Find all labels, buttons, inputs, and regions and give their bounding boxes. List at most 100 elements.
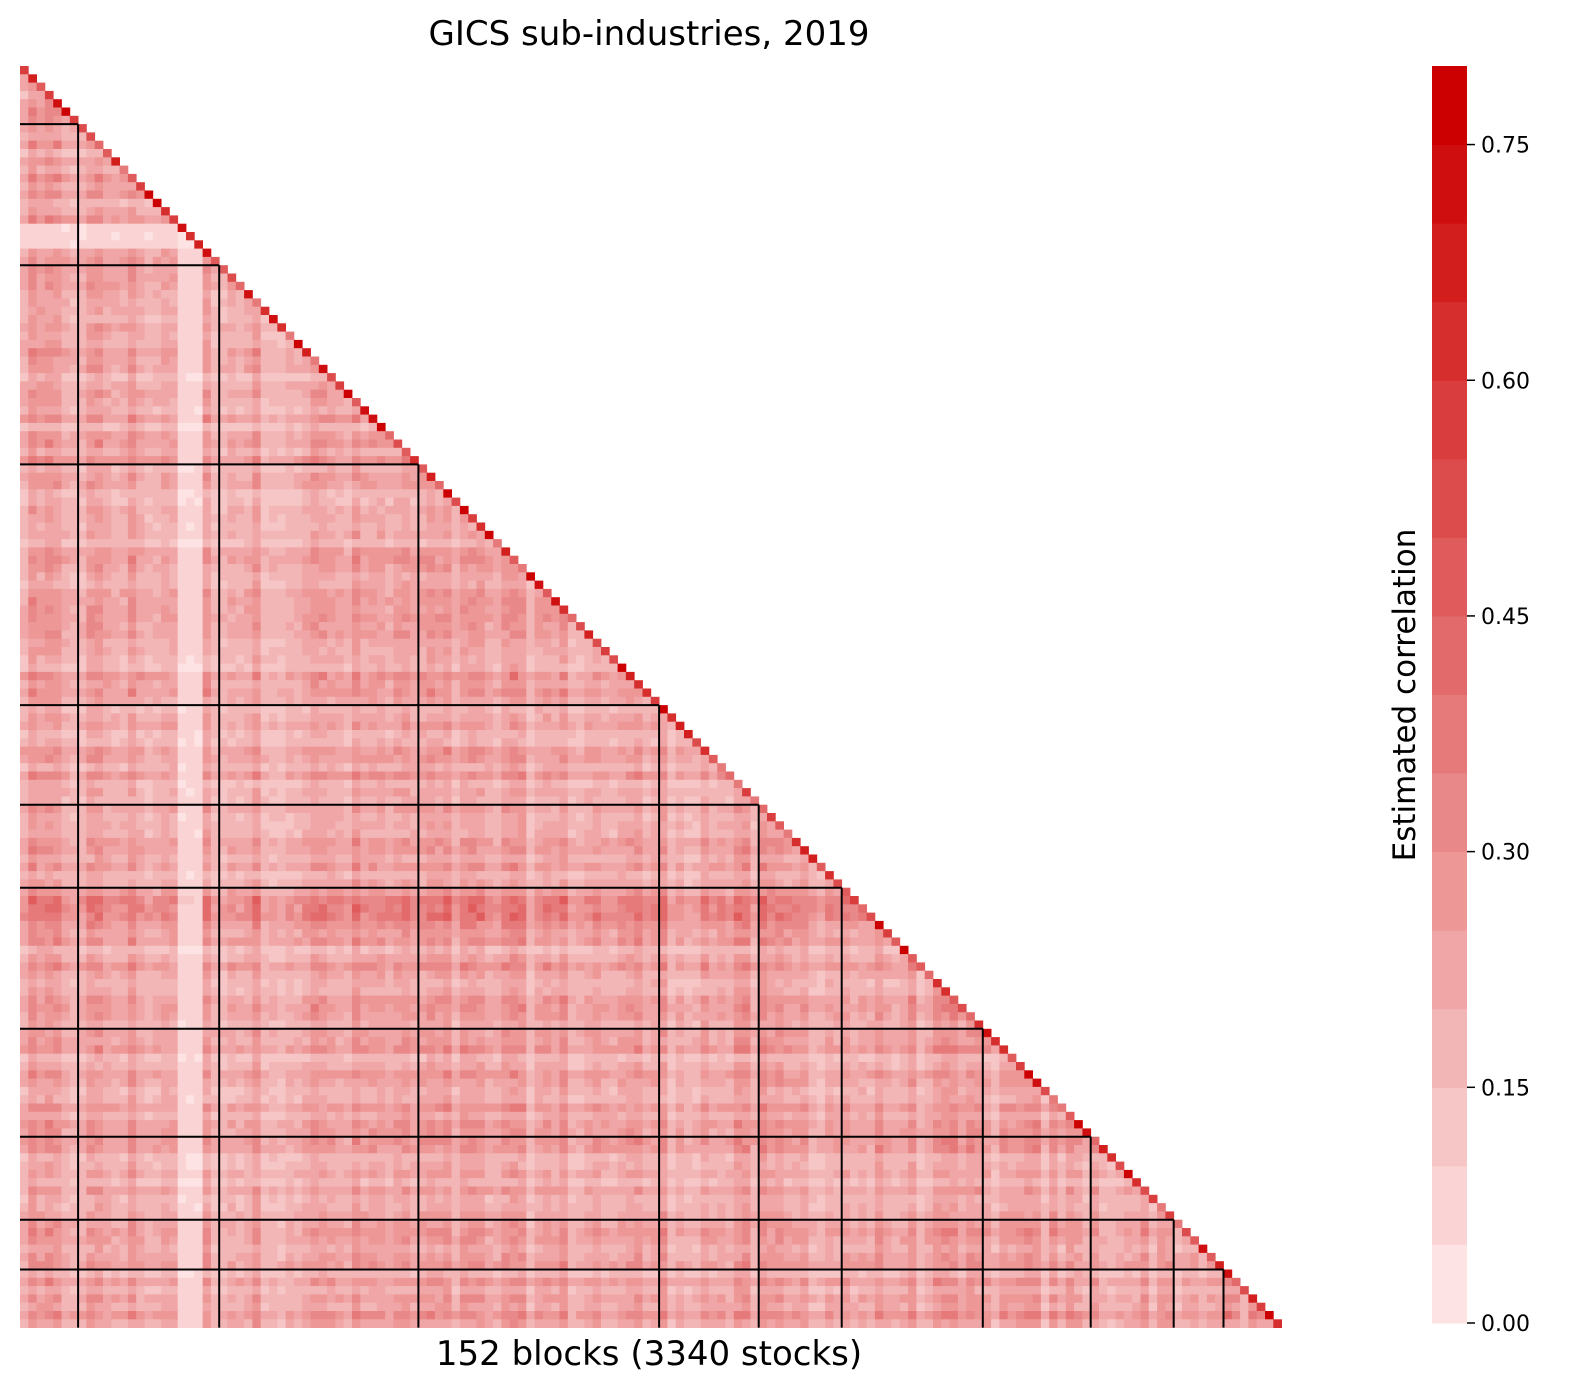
heatmap-cell [426, 854, 436, 864]
heatmap-cell [559, 796, 569, 806]
heatmap-cell [459, 671, 469, 681]
heatmap-cell [518, 613, 527, 623]
heatmap-cell [650, 871, 660, 880]
heatmap-cell [152, 472, 162, 482]
heatmap-cell [285, 730, 295, 739]
heatmap-cell [410, 746, 419, 756]
heatmap-cell [53, 746, 62, 756]
heatmap-cell [202, 771, 212, 781]
heatmap-cell [468, 688, 477, 698]
heatmap-cell [144, 630, 154, 640]
heatmap-cell [410, 688, 419, 698]
heatmap-cell [393, 505, 403, 515]
heatmap-cell [136, 323, 145, 332]
heatmap-cell [235, 605, 245, 615]
heatmap-cell [127, 530, 137, 540]
heatmap-cell [20, 746, 29, 756]
heatmap-cell [376, 862, 386, 872]
heatmap-cell [144, 248, 154, 258]
heatmap-cell [227, 605, 237, 615]
heatmap-cell [244, 539, 253, 548]
heatmap-cell [177, 240, 187, 249]
heatmap-cell [468, 680, 477, 689]
heatmap-cell [119, 481, 129, 490]
heatmap-cell [493, 655, 502, 664]
heatmap-cell [584, 879, 594, 889]
heatmap-cell [410, 464, 419, 474]
heatmap-cell [302, 348, 311, 357]
heatmap-cell [584, 721, 594, 731]
heatmap-cell [650, 862, 660, 872]
heatmap-cell [418, 622, 428, 631]
heatmap-cell [484, 871, 494, 880]
heatmap-cell [186, 879, 195, 889]
heatmap-cell [20, 754, 29, 764]
heatmap-cell [244, 813, 253, 822]
heatmap-cell [36, 290, 46, 299]
heatmap-cell [235, 339, 245, 349]
heatmap-cell [360, 671, 369, 681]
heatmap-cell [343, 497, 353, 507]
heatmap-cell [476, 588, 486, 598]
heatmap-cell [783, 829, 793, 839]
heatmap-cell [767, 837, 776, 847]
heatmap-cell [78, 223, 87, 233]
heatmap-cell [61, 754, 71, 764]
heatmap-cell [161, 647, 170, 656]
heatmap-cell [61, 505, 71, 515]
heatmap-cell [484, 713, 494, 723]
heatmap-cell [219, 381, 228, 391]
heatmap-cell [103, 779, 112, 789]
heatmap-cell [136, 356, 145, 366]
heatmap-cell [144, 572, 154, 581]
heatmap-cell [161, 348, 170, 357]
heatmap-cell [368, 530, 378, 540]
heatmap-cell [111, 613, 120, 623]
heatmap-cell [260, 489, 270, 498]
heatmap-cell [103, 306, 112, 316]
heatmap-cell [493, 638, 502, 648]
heatmap-cell [94, 622, 104, 631]
heatmap-cell [69, 182, 79, 191]
heatmap-cell [368, 688, 378, 698]
heatmap-cell [235, 696, 245, 706]
heatmap-cell [219, 688, 228, 698]
heatmap-cell [252, 771, 262, 781]
heatmap-cell [194, 564, 203, 573]
heatmap-cell [53, 190, 62, 200]
heatmap-cell [44, 713, 54, 723]
heatmap-cell [376, 539, 386, 548]
heatmap-cell [426, 613, 436, 623]
heatmap-cell [418, 680, 428, 689]
heatmap-cell [650, 821, 660, 830]
heatmap-cell [352, 871, 361, 880]
heatmap-cell [86, 829, 96, 839]
heatmap-cell [418, 464, 428, 474]
heatmap-cell [426, 713, 436, 723]
heatmap-cell [252, 862, 262, 872]
heatmap-cell [252, 580, 262, 590]
heatmap-cell [352, 663, 361, 673]
heatmap-cell [260, 837, 270, 847]
heatmap-cell [352, 730, 361, 739]
heatmap-cell [352, 705, 361, 714]
heatmap-cell [468, 779, 477, 789]
heatmap-cell [650, 754, 660, 764]
heatmap-cell [144, 696, 154, 706]
heatmap-cell [260, 539, 270, 548]
heatmap-cell [559, 655, 569, 664]
heatmap-cell [219, 555, 228, 565]
heatmap-cell [559, 771, 569, 781]
heatmap-cell [310, 406, 320, 415]
heatmap-cell [584, 788, 594, 797]
heatmap-cell [393, 522, 403, 532]
heatmap-cell [484, 696, 494, 706]
heatmap-cell [202, 547, 212, 557]
heatmap-cell [111, 572, 120, 581]
heatmap-cell [111, 481, 120, 490]
heatmap-cell [36, 389, 46, 399]
heatmap-cell [210, 489, 220, 498]
heatmap-cell [53, 240, 62, 249]
heatmap-cell [285, 539, 295, 548]
heatmap-cell [293, 356, 303, 366]
